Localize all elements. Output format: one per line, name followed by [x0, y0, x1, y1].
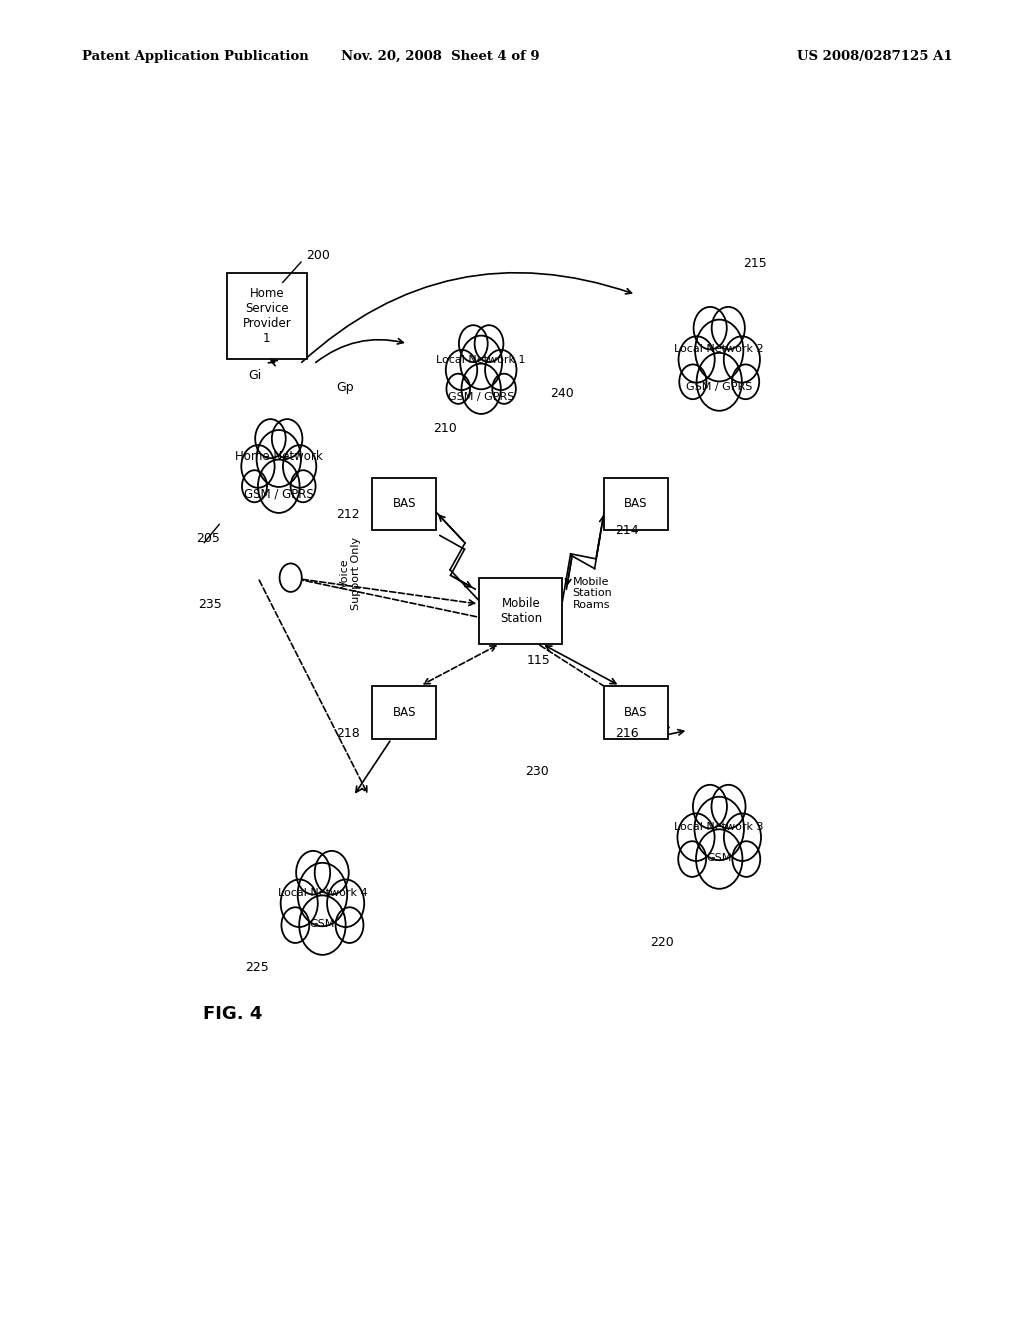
Circle shape: [280, 564, 302, 591]
Text: BAS: BAS: [392, 706, 416, 719]
FancyBboxPatch shape: [479, 578, 562, 644]
Text: FIG. 4: FIG. 4: [204, 1006, 263, 1023]
Circle shape: [445, 350, 477, 391]
Circle shape: [493, 374, 516, 404]
Text: US 2008/0287125 A1: US 2008/0287125 A1: [797, 50, 952, 63]
Text: Voice
Support Only: Voice Support Only: [339, 536, 361, 610]
Circle shape: [314, 851, 349, 895]
Circle shape: [336, 907, 364, 942]
Circle shape: [485, 350, 516, 391]
Text: GSM / GPRS: GSM / GPRS: [686, 381, 753, 392]
Circle shape: [299, 895, 346, 954]
Circle shape: [679, 337, 715, 383]
Circle shape: [712, 306, 744, 350]
Circle shape: [712, 785, 745, 829]
Text: 212: 212: [336, 508, 359, 521]
FancyBboxPatch shape: [227, 273, 306, 359]
Text: 216: 216: [615, 727, 639, 739]
Circle shape: [282, 907, 309, 942]
FancyBboxPatch shape: [604, 686, 668, 739]
Circle shape: [255, 420, 286, 458]
Circle shape: [460, 335, 502, 389]
Circle shape: [291, 470, 315, 502]
Text: Patent Application Publication: Patent Application Publication: [82, 50, 308, 63]
Circle shape: [679, 364, 707, 399]
FancyBboxPatch shape: [373, 478, 436, 531]
Text: Mobile
Station: Mobile Station: [500, 597, 542, 624]
Text: Gi: Gi: [249, 370, 262, 381]
Text: GSM: GSM: [309, 919, 335, 929]
Text: Local Network 4: Local Network 4: [278, 888, 368, 898]
Text: 235: 235: [198, 598, 221, 611]
Text: 115: 115: [526, 653, 550, 667]
Circle shape: [257, 430, 301, 487]
Circle shape: [327, 879, 365, 927]
FancyBboxPatch shape: [373, 686, 436, 739]
Text: BAS: BAS: [392, 498, 416, 511]
Circle shape: [724, 813, 761, 861]
Text: 220: 220: [650, 936, 674, 949]
Text: Local Network 3: Local Network 3: [675, 822, 764, 832]
Text: GSM / GPRS: GSM / GPRS: [244, 487, 313, 500]
Circle shape: [678, 841, 707, 876]
Text: 230: 230: [524, 766, 549, 779]
Text: 215: 215: [743, 257, 767, 271]
Text: 205: 205: [197, 532, 220, 545]
Text: BAS: BAS: [625, 706, 647, 719]
Text: 214: 214: [615, 524, 639, 536]
Circle shape: [724, 337, 760, 383]
Circle shape: [732, 364, 759, 399]
Circle shape: [242, 445, 274, 488]
Circle shape: [296, 851, 330, 895]
Circle shape: [283, 445, 316, 488]
Text: 225: 225: [246, 961, 269, 974]
Circle shape: [693, 785, 727, 829]
Text: Home
Service
Provider
1: Home Service Provider 1: [243, 286, 291, 345]
Circle shape: [446, 374, 470, 404]
Circle shape: [298, 863, 347, 927]
Text: BAS: BAS: [625, 498, 647, 511]
Circle shape: [694, 797, 744, 861]
Text: 218: 218: [336, 727, 359, 739]
Circle shape: [258, 459, 300, 513]
Text: 240: 240: [550, 387, 573, 400]
Circle shape: [695, 319, 743, 381]
Circle shape: [693, 306, 727, 350]
Circle shape: [462, 363, 501, 414]
Text: Local Network 1: Local Network 1: [436, 355, 526, 364]
Circle shape: [281, 879, 317, 927]
Circle shape: [459, 325, 487, 362]
Text: GSM: GSM: [707, 853, 732, 863]
Text: Mobile
Station
Roams: Mobile Station Roams: [572, 577, 612, 610]
Text: GSM / GPRS: GSM / GPRS: [447, 392, 514, 403]
Text: Gp: Gp: [337, 381, 354, 395]
Text: Local Network 2: Local Network 2: [675, 345, 764, 355]
Circle shape: [271, 420, 302, 458]
Circle shape: [696, 352, 741, 411]
Circle shape: [242, 470, 267, 502]
FancyBboxPatch shape: [604, 478, 668, 531]
Text: Nov. 20, 2008  Sheet 4 of 9: Nov. 20, 2008 Sheet 4 of 9: [341, 50, 540, 63]
Text: Home Network: Home Network: [234, 450, 323, 463]
Text: 210: 210: [433, 422, 458, 434]
Text: 200: 200: [306, 249, 330, 263]
Circle shape: [678, 813, 715, 861]
Circle shape: [696, 829, 742, 888]
Circle shape: [732, 841, 760, 876]
Circle shape: [474, 325, 504, 362]
